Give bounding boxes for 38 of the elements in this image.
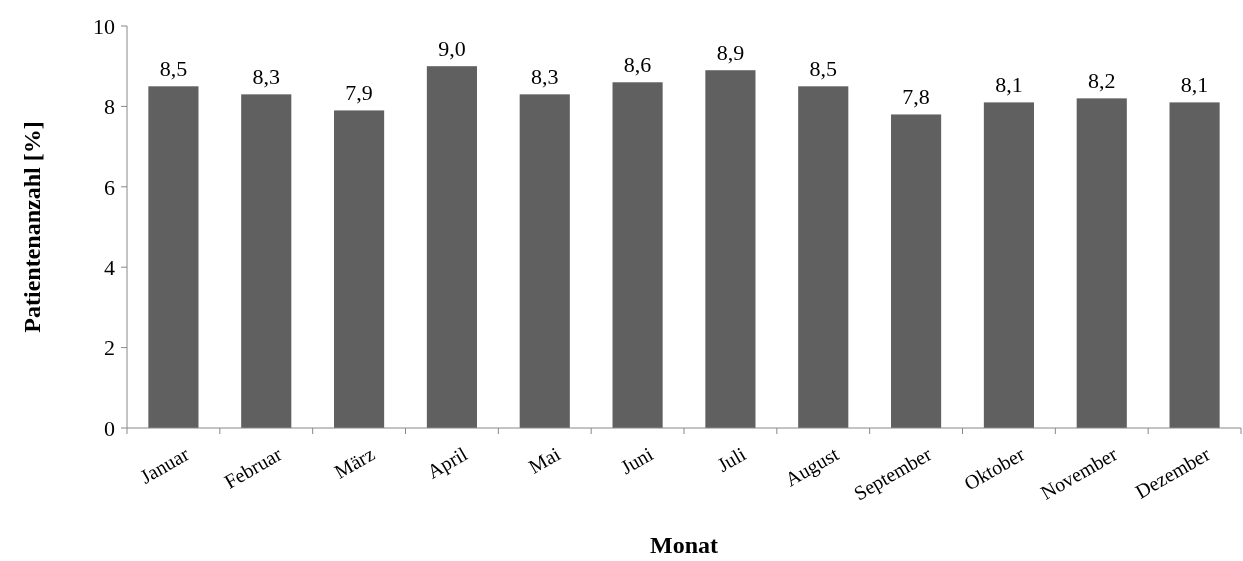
bar [705,70,756,428]
data-label: 8,2 [1088,68,1116,94]
data-label: 8,6 [623,52,652,78]
y-axis-title: Patientenanzahl [%] [19,121,45,333]
data-label: 8,5 [159,56,188,82]
bar [1076,98,1127,428]
bar [983,102,1034,428]
bar [891,114,942,428]
bar [426,66,477,428]
x-tick-label: April [423,442,472,484]
data-label: 8,3 [252,64,280,90]
bar [519,94,570,428]
data-label: 8,5 [809,56,837,82]
x-tick-label: März [330,442,379,483]
bar [1169,102,1220,428]
data-label: 8,3 [531,64,559,90]
bar [334,110,385,428]
bar [612,82,663,428]
data-label: 9,0 [438,36,466,62]
x-tick-label: Januar [136,442,193,488]
y-tick-label: 8 [104,94,115,120]
data-label: 7,8 [902,84,930,110]
y-tick-label: 6 [104,174,115,200]
x-tick-label: Juni [616,442,657,479]
data-label: 8,1 [995,72,1023,98]
y-tick-label: 2 [104,335,115,361]
data-label: 8,9 [716,40,745,66]
x-tick-label: Juli [713,442,750,477]
bar [148,86,199,428]
y-tick-label: 0 [104,415,115,441]
bar [798,86,849,428]
bar [241,94,292,428]
data-label: 7,9 [345,80,373,106]
data-label: 8,1 [1180,72,1209,98]
y-tick-label: 4 [104,254,115,280]
y-tick-label: 10 [93,13,115,39]
x-axis-title: Monat [650,532,718,558]
x-tick-label: Mai [524,442,565,478]
